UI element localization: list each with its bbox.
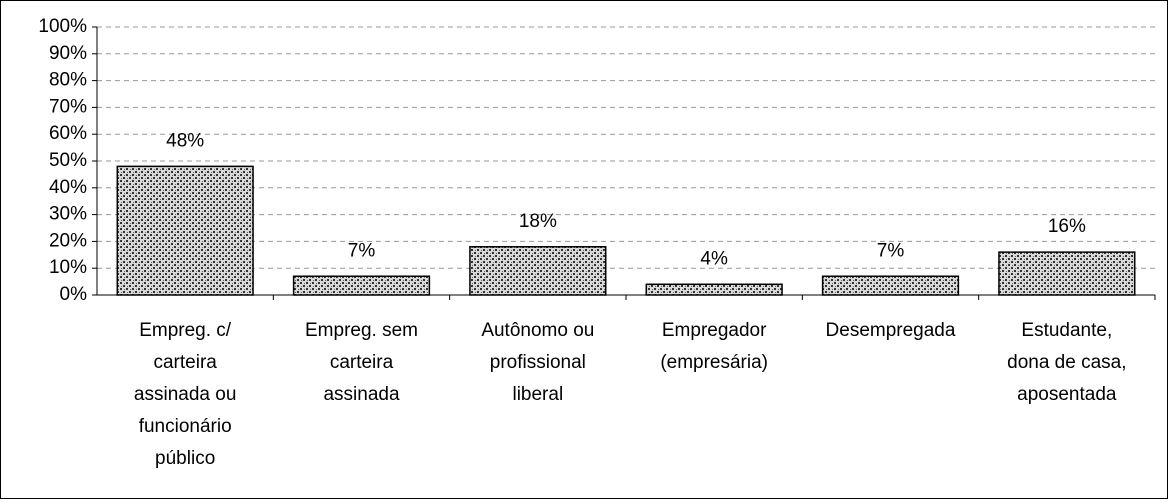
x-tick-label-line: Empregador (662, 320, 767, 341)
y-tick-label: 30% (49, 204, 87, 225)
x-tick-label-line: Empreg. sem (305, 320, 418, 341)
value-label: 48% (166, 130, 204, 151)
value-label: 7% (877, 240, 905, 261)
bar (292, 275, 431, 296)
bar (645, 283, 783, 296)
x-tick-label-line: carteira (330, 352, 394, 373)
x-tick-label-line: público (155, 448, 215, 469)
value-label: 7% (348, 240, 376, 261)
bar (821, 275, 960, 296)
x-tick-label-line: aposentada (1017, 384, 1117, 405)
x-tick-label-line: Estudante, (1021, 320, 1112, 341)
x-tick-label-line: Autônomo ou (481, 320, 594, 341)
value-label: 4% (700, 248, 728, 269)
x-tick-label-line: (empresária) (660, 352, 768, 373)
bar (998, 251, 1136, 296)
bar (469, 246, 607, 296)
x-tick-label: Estudante, dona de casa, aposentada (1007, 320, 1126, 405)
x-tick-label: Desempregada (826, 320, 956, 341)
bar (116, 165, 254, 296)
y-tick-label: 40% (49, 177, 87, 198)
y-tick-label: 80% (49, 70, 87, 91)
x-tick-label-line: funcionário (139, 416, 232, 437)
value-label: 18% (519, 211, 557, 232)
y-tick-label: 50% (49, 150, 87, 171)
x-tick-label-line: profissional (490, 352, 586, 373)
x-tick-label-line: liberal (512, 384, 563, 405)
y-tick-label: 10% (49, 257, 87, 278)
x-tick-label-line: Desempregada (826, 320, 956, 341)
x-tick-label: Empregador (empresária) (660, 320, 768, 373)
x-tick-label: Autônomo ou profissional liberal (481, 320, 594, 405)
x-tick-label-line: assinada (323, 384, 399, 405)
x-tick-label-line: dona de casa, (1007, 352, 1126, 373)
x-tick-label-line: carteira (153, 352, 217, 373)
y-tick-label: 20% (49, 230, 87, 251)
y-tick-label: 100% (38, 16, 87, 37)
x-tick-label-line: Empreg. c/ (139, 320, 232, 341)
y-tick-label: 70% (49, 96, 87, 117)
y-tick-label: 0% (60, 284, 88, 305)
x-tick-label: Empreg. c/carteira assinada ou funcionário… (134, 320, 236, 469)
y-tick-label: 90% (49, 43, 87, 64)
x-tick-label: Empreg. sem carteira assinada (305, 320, 418, 405)
x-tick-label-line: assinada ou (134, 384, 236, 405)
value-label: 16% (1048, 216, 1086, 237)
y-tick-label: 60% (49, 123, 87, 144)
